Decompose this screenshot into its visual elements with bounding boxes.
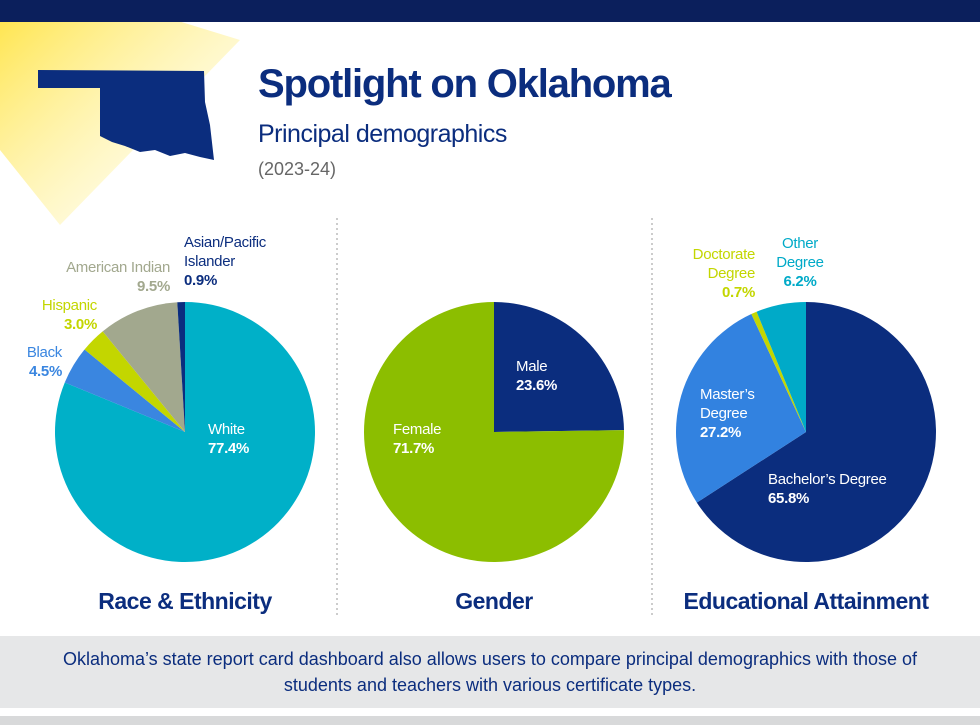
pie-slice bbox=[64, 349, 185, 432]
category-label: Hispanic bbox=[41, 297, 97, 314]
value-label: 27.2% bbox=[700, 424, 742, 441]
slice-label: Female 71.7% bbox=[393, 420, 493, 458]
category-label: Master’s Degree bbox=[700, 386, 755, 422]
slice-label: Other Degree 6.2% bbox=[770, 234, 830, 291]
value-label-wrap: 65.8% bbox=[768, 489, 928, 508]
value-label: 23.6% bbox=[516, 377, 558, 394]
oklahoma-map bbox=[38, 70, 214, 160]
chart-title: Gender bbox=[455, 588, 533, 614]
footer-band bbox=[0, 636, 980, 708]
slice-label: Male 23.6% bbox=[516, 357, 616, 395]
title: Spotlight on Oklahoma bbox=[258, 62, 672, 106]
top-bar bbox=[0, 0, 980, 22]
footer-text: Oklahoma’s state report card dashboard a… bbox=[62, 649, 918, 695]
pie-slice bbox=[696, 302, 936, 562]
category-label: Other Degree bbox=[776, 235, 824, 271]
slice-label: Black 4.5% bbox=[0, 343, 62, 381]
subtitle: Principal demographics bbox=[258, 120, 507, 148]
value-label-wrap: 9.5% bbox=[20, 277, 170, 296]
value-label-wrap: 0.9% bbox=[184, 271, 294, 290]
pie-slice bbox=[55, 302, 316, 563]
years: (2023-24) bbox=[258, 159, 337, 179]
value-label: 6.2% bbox=[783, 273, 817, 290]
value-label-wrap: 77.4% bbox=[208, 439, 328, 458]
value-label: 4.5% bbox=[29, 363, 62, 380]
value-label-wrap: 3.0% bbox=[0, 315, 97, 334]
slice-label: Hispanic 3.0% bbox=[0, 296, 97, 334]
value-label-wrap: 4.5% bbox=[0, 362, 62, 381]
pie-slice bbox=[494, 302, 624, 432]
value-label-wrap: 0.7% bbox=[675, 283, 755, 302]
value-label: 0.7% bbox=[722, 284, 755, 301]
category-label: Female bbox=[393, 421, 442, 438]
value-label: 3.0% bbox=[64, 316, 97, 333]
pie-slice bbox=[675, 314, 806, 503]
pie-slice bbox=[363, 302, 624, 562]
slice-label: White 77.4% bbox=[208, 420, 328, 458]
chart-title: Educational Attainment bbox=[683, 588, 930, 614]
slice-label: American Indian 9.5% bbox=[20, 258, 170, 296]
category-label: White bbox=[208, 421, 245, 438]
value-label: 65.8% bbox=[768, 490, 810, 507]
bottom-bar bbox=[0, 716, 980, 725]
pie-slice bbox=[751, 311, 806, 432]
value-label-wrap: 23.6% bbox=[516, 376, 616, 395]
value-label-wrap: 6.2% bbox=[770, 272, 830, 291]
value-label: 0.9% bbox=[184, 272, 217, 289]
category-label: Doctorate Degree bbox=[692, 246, 756, 282]
value-label-wrap: 27.2% bbox=[700, 423, 780, 442]
chart-title: Race & Ethnicity bbox=[98, 588, 272, 614]
slice-label: Master’s Degree 27.2% bbox=[700, 385, 780, 442]
category-label: Asian/Pacific Islander bbox=[184, 234, 266, 270]
category-label: Male bbox=[516, 358, 548, 375]
pie-slice bbox=[84, 331, 185, 432]
category-label: American Indian bbox=[66, 259, 170, 276]
pie-slice bbox=[177, 302, 185, 432]
pie-slice bbox=[756, 302, 806, 432]
value-label: 9.5% bbox=[137, 278, 170, 295]
slice-label: Bachelor’s Degree 65.8% bbox=[768, 470, 928, 508]
value-label-wrap: 71.7% bbox=[393, 439, 493, 458]
slice-label: Doctorate Degree 0.7% bbox=[675, 245, 756, 302]
pie-slice bbox=[102, 302, 185, 432]
value-label: 77.4% bbox=[208, 440, 250, 457]
slice-label: Asian/Pacific Islander 0.9% bbox=[184, 233, 294, 290]
value-label: 71.7% bbox=[393, 440, 435, 457]
category-label: Black bbox=[26, 344, 62, 361]
category-label: Bachelor’s Degree bbox=[768, 471, 887, 488]
